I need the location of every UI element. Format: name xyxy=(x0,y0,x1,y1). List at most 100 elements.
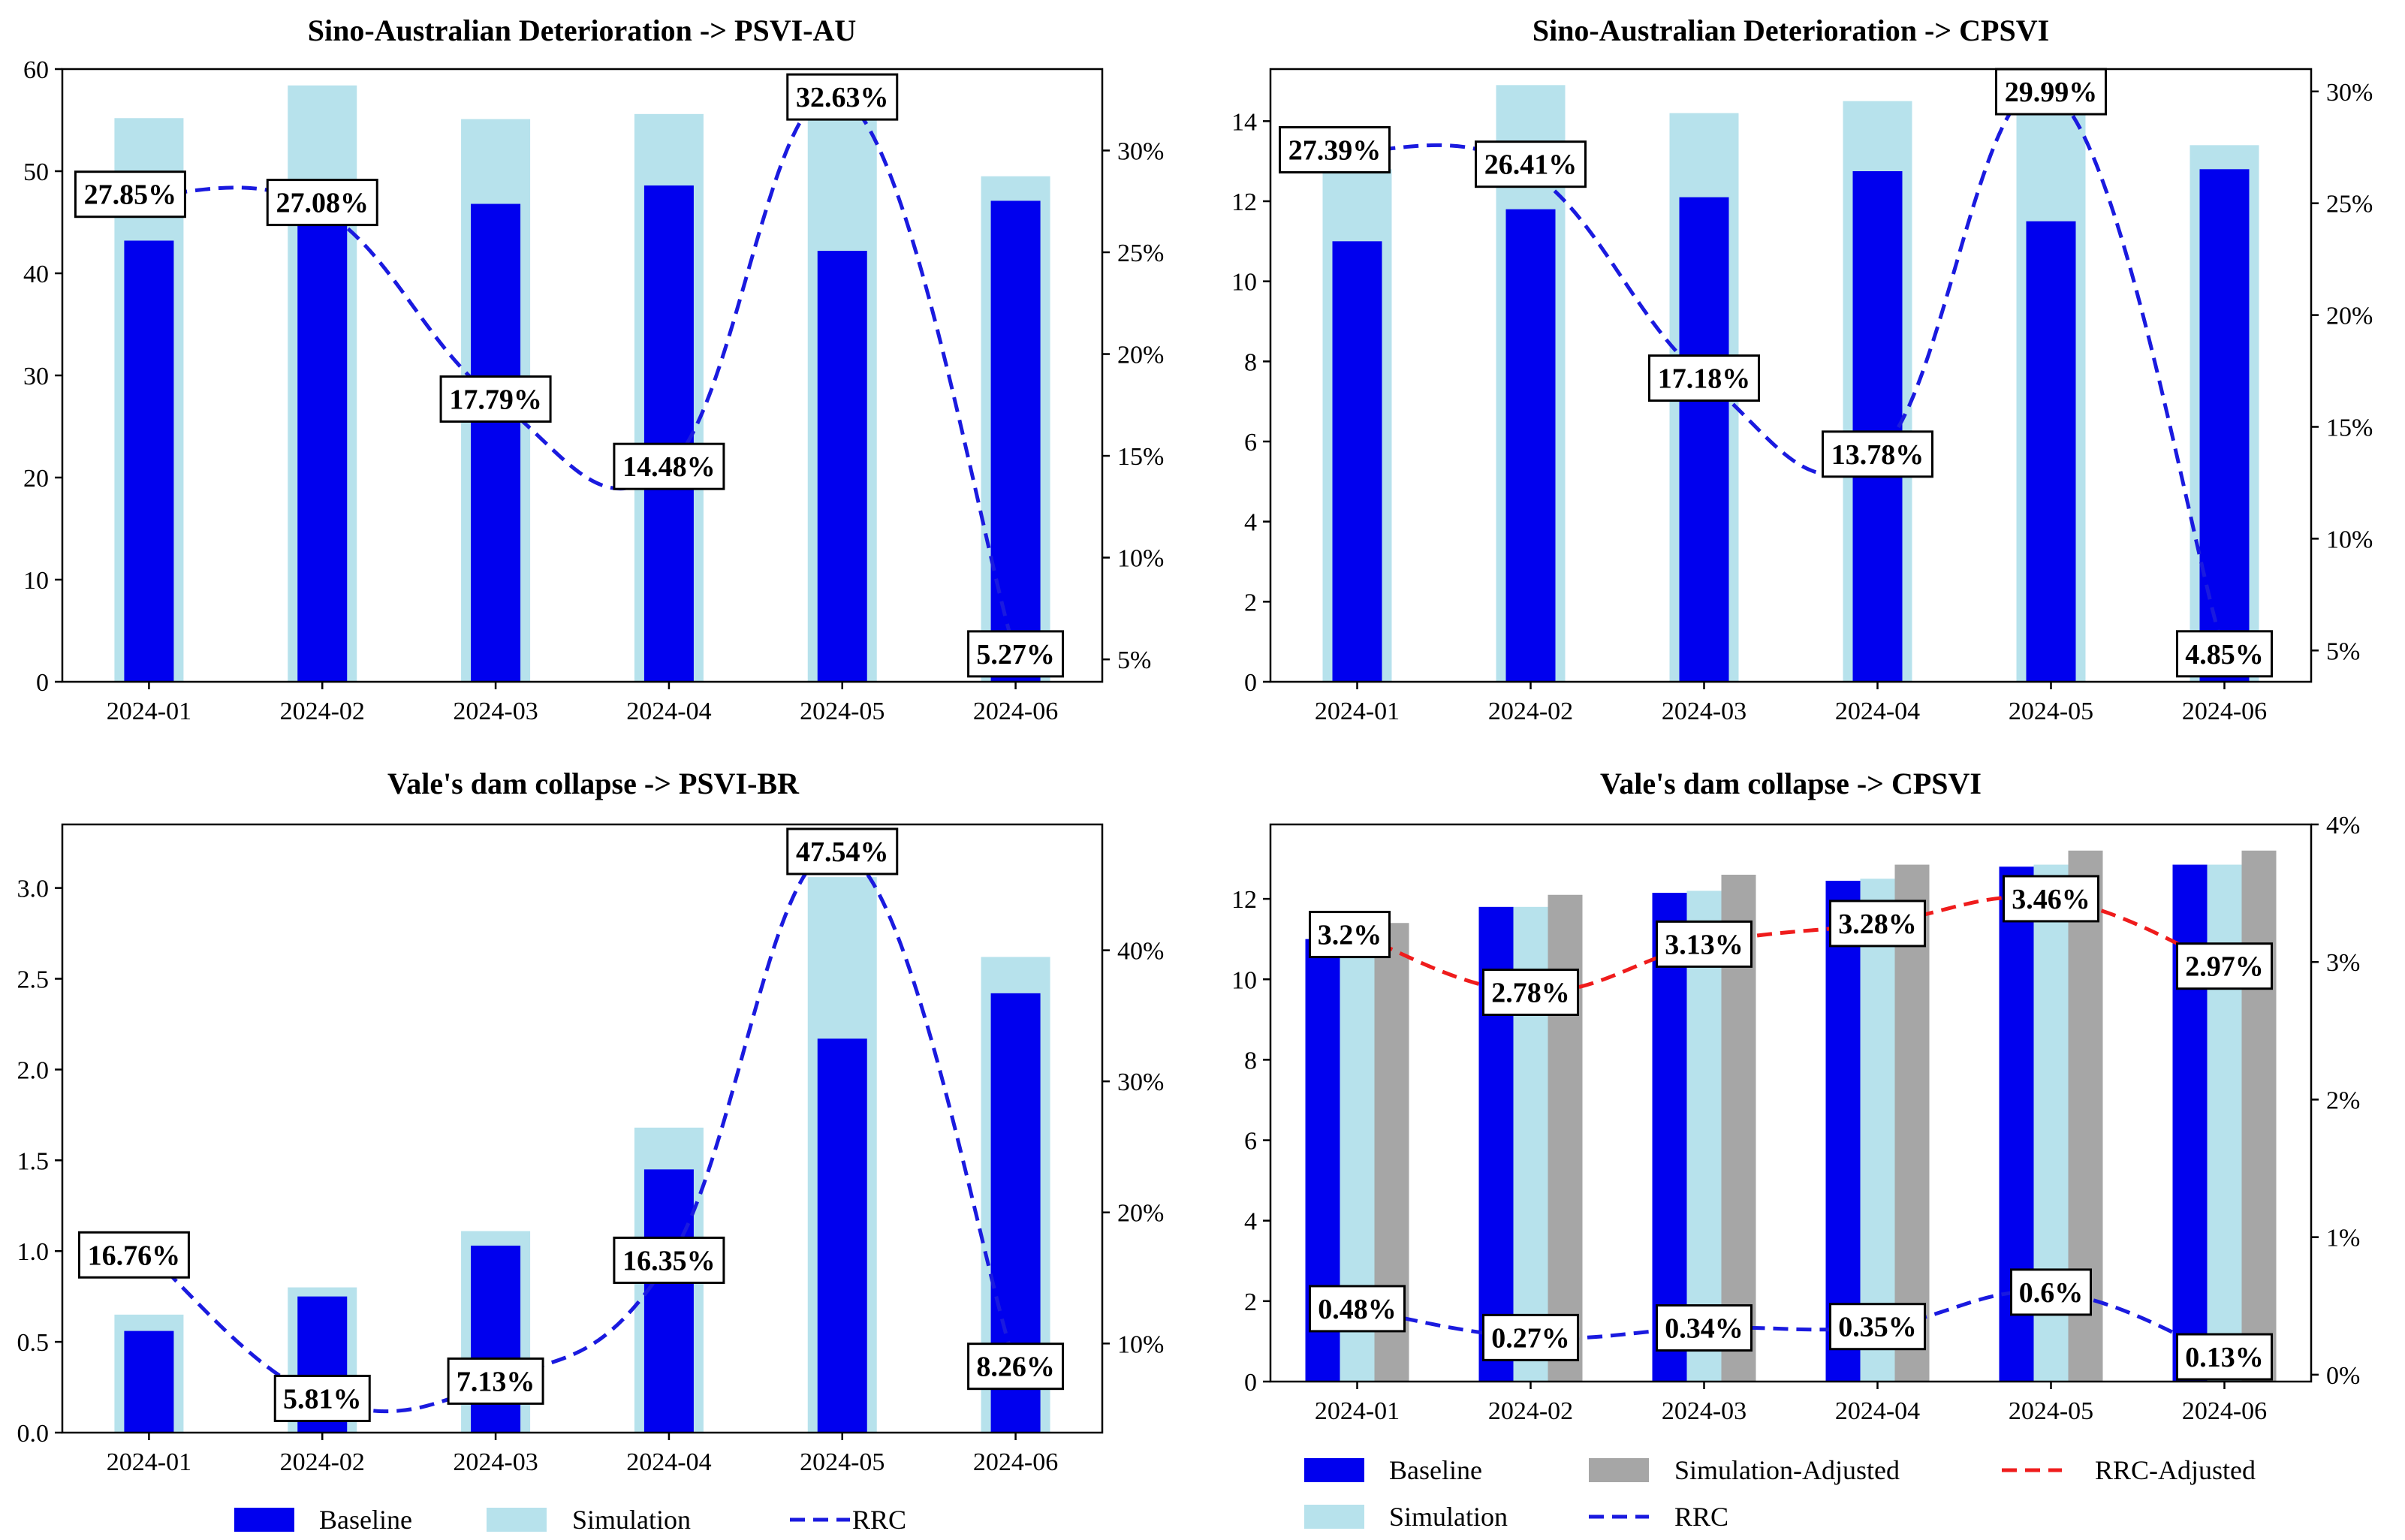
x-tick-label: 2024-06 xyxy=(2182,698,2267,725)
data-label-rrc: 27.08% xyxy=(276,188,369,219)
bar-simulation xyxy=(2207,864,2242,1382)
data-label-rrc: 5.27% xyxy=(976,639,1055,671)
bar-baseline xyxy=(471,203,521,682)
legend-swatch-baseline xyxy=(1304,1458,1364,1482)
data-label-rrc-adjusted-box xyxy=(1482,969,1579,1017)
y-tick-label: 4 xyxy=(1244,1208,1257,1236)
y2-tick-label: 25% xyxy=(1117,240,1164,267)
x-tick-label: 2024-01 xyxy=(1315,698,1400,725)
y2-tick-label: 5% xyxy=(2326,637,2360,665)
legend-label-simulation: Simulation xyxy=(1389,1502,1508,1532)
y-tick-label: 0.5 xyxy=(17,1329,50,1357)
y2-tick-label: 4% xyxy=(2326,812,2360,839)
data-label-rrc: 0.13% xyxy=(2185,1342,2264,1373)
x-tick-label: 2024-01 xyxy=(107,1448,191,1476)
legend-label-simulation: Simulation xyxy=(572,1505,691,1535)
x-tick-label: 2024-04 xyxy=(626,1448,711,1476)
y2-tick-label: 30% xyxy=(1117,1068,1164,1096)
data-label-rrc-box xyxy=(77,1231,190,1279)
y-tick-label: 2.0 xyxy=(17,1056,50,1084)
x-tick-label: 2024-06 xyxy=(973,698,1058,725)
legend-swatch-simulation xyxy=(1304,1505,1364,1529)
plot-frame xyxy=(1269,68,2313,683)
bar-baseline xyxy=(643,1169,694,1433)
x-tick-label: 2024-02 xyxy=(280,1448,365,1476)
y-tick-label: 8 xyxy=(1244,348,1257,376)
data-label-rrc-box xyxy=(1995,68,2107,116)
chart-title: Sino-Australian Deterioration -> PSVI-AU xyxy=(308,14,857,47)
y-tick-label: 10 xyxy=(23,567,49,595)
bar-baseline xyxy=(1652,893,1687,1382)
data-label-rrc-adjusted: 2.78% xyxy=(1491,978,1570,1009)
chart-title: Sino-Australian Deterioration -> CPSVI xyxy=(1533,14,2049,47)
legend-swatch-simulation-adjusted xyxy=(1589,1458,1649,1482)
legend-label-simulation-adjusted: Simulation-Adjusted xyxy=(1674,1455,1900,1485)
bar-baseline xyxy=(817,1038,867,1433)
data-label-rrc-box xyxy=(1829,1303,1926,1351)
bar-baseline xyxy=(1505,209,1556,683)
x-tick-label: 2024-05 xyxy=(800,1448,885,1476)
data-label-rrc-box xyxy=(2176,630,2273,678)
bar-baseline xyxy=(2199,169,2250,683)
bar-baseline xyxy=(1332,241,1382,682)
data-label-rrc: 8.26% xyxy=(976,1352,1055,1383)
data-label-rrc-adjusted: 3.46% xyxy=(2012,884,2090,915)
x-tick-label: 2024-02 xyxy=(1488,698,1573,725)
bar-baseline xyxy=(1852,171,1903,682)
legend-left: Baseline Simulation RRC xyxy=(234,1505,906,1535)
data-label-rrc: 32.63% xyxy=(796,82,889,113)
data-label-rrc-box xyxy=(967,630,1065,678)
legend-swatch-baseline xyxy=(234,1508,294,1532)
data-label-rrc-adjusted-box xyxy=(1829,900,1926,948)
data-label-rrc-adjusted-box xyxy=(1656,920,1753,968)
y2-tick-label: 10% xyxy=(1117,545,1164,573)
y-tick-label: 10 xyxy=(1231,269,1257,297)
data-label-rrc: 17.18% xyxy=(1658,363,1751,395)
data-label-rrc-box xyxy=(439,375,552,423)
x-tick-label: 2024-03 xyxy=(1662,698,1746,725)
data-label-rrc-box xyxy=(613,1236,725,1284)
y2-tick-label: 30% xyxy=(1117,137,1164,165)
data-label-rrc-box xyxy=(273,1374,371,1422)
data-label-rrc: 0.35% xyxy=(1838,1312,1917,1343)
y2-tick-label: 1% xyxy=(2326,1225,2360,1252)
bar-baseline xyxy=(297,214,348,682)
data-label-rrc: 0.34% xyxy=(1665,1313,1743,1345)
y2-tick-label: 20% xyxy=(1117,1200,1164,1228)
legend-swatch-simulation xyxy=(487,1508,547,1532)
line-rrc xyxy=(147,848,1017,1414)
data-label-rrc: 26.41% xyxy=(1484,149,1578,181)
x-tick-label: 2024-02 xyxy=(1488,1397,1573,1425)
y-tick-label: 12 xyxy=(1231,188,1257,216)
data-label-rrc-box xyxy=(1482,1313,1579,1361)
data-label-rrc-box xyxy=(613,442,725,490)
bar-simulation-adjusted xyxy=(1548,894,1583,1382)
data-label-rrc-adjusted-box xyxy=(2176,942,2273,990)
data-label-rrc-adjusted-box xyxy=(2003,875,2099,923)
y-tick-label: 60 xyxy=(23,56,49,84)
data-label-rrc-box xyxy=(2176,1333,2273,1381)
data-label-rrc-box xyxy=(2010,1268,2092,1316)
chart-panel-1: Sino-Australian Deterioration -> PSVI-AU… xyxy=(23,14,1164,725)
y-tick-label: 50 xyxy=(23,158,49,186)
chart-panel-2: Sino-Australian Deterioration -> CPSVI 0 2… xyxy=(1231,14,2373,725)
data-label-rrc: 14.48% xyxy=(622,451,716,483)
y2-tick-label: 20% xyxy=(1117,342,1164,369)
y2-tick-label: 5% xyxy=(1117,646,1151,674)
data-label-rrc: 47.54% xyxy=(796,836,889,868)
data-label-rrc: 13.78% xyxy=(1831,439,1924,471)
x-tick-label: 2024-04 xyxy=(1835,1397,1920,1425)
y-tick-label: 0 xyxy=(36,669,49,697)
data-label-rrc-box xyxy=(1822,430,1933,478)
y-tick-label: 1.5 xyxy=(17,1147,50,1175)
y-tick-label: 20 xyxy=(23,465,49,493)
x-tick-label: 2024-05 xyxy=(800,698,885,725)
y2-tick-label: 40% xyxy=(1117,938,1164,966)
chart-title: Vale's dam collapse -> PSVI-BR xyxy=(387,767,800,800)
legend-label-rrc-adjusted: RRC-Adjusted xyxy=(2095,1455,2256,1485)
bar-baseline xyxy=(1825,881,1861,1382)
chart-panel-4: Vale's dam collapse -> CPSVI 0 2 4 6 8 10 12 0% 1… xyxy=(1231,767,2360,1425)
bar-baseline xyxy=(817,251,867,683)
data-label-rrc: 16.35% xyxy=(622,1245,716,1276)
